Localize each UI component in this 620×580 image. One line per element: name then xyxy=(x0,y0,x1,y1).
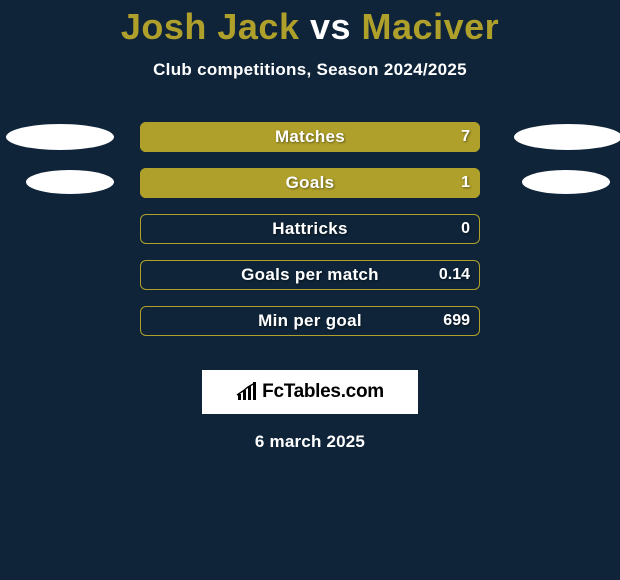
logo-text: FcTables.com xyxy=(262,381,384,403)
accent-ellipse-left xyxy=(26,170,114,194)
stat-value: 1 xyxy=(461,174,470,192)
stat-row: Matches 7 xyxy=(0,122,620,168)
stat-label: Goals xyxy=(286,173,335,193)
subtitle: Club competitions, Season 2024/2025 xyxy=(0,60,620,80)
stat-row: Min per goal 699 xyxy=(0,306,620,352)
stat-rows: Matches 7 Goals 1 Hattricks 0 Goals per match 0… xyxy=(0,122,620,352)
stat-bar: Hattricks 0 xyxy=(140,214,480,244)
logo-box[interactable]: FcTables.com xyxy=(202,370,418,414)
infographic-container: Josh Jack vs Maciver Club competitions, … xyxy=(0,0,620,580)
stat-bar: Min per goal 699 xyxy=(140,306,480,336)
stat-value: 7 xyxy=(461,128,470,146)
stat-value: 699 xyxy=(443,312,470,330)
date-text: 6 march 2025 xyxy=(0,432,620,452)
accent-ellipse-right xyxy=(522,170,610,194)
accent-ellipse-left xyxy=(6,124,114,150)
stat-value: 0.14 xyxy=(439,266,470,284)
stat-bar: Matches 7 xyxy=(140,122,480,152)
barchart-icon xyxy=(236,382,258,402)
stat-label: Min per goal xyxy=(258,311,362,331)
stat-bar: Goals per match 0.14 xyxy=(140,260,480,290)
title-player-b: Maciver xyxy=(362,6,500,47)
stat-label: Goals per match xyxy=(241,265,379,285)
stat-row: Hattricks 0 xyxy=(0,214,620,260)
stat-value: 0 xyxy=(461,220,470,238)
stat-label: Matches xyxy=(275,127,345,147)
title-player-a: Josh Jack xyxy=(121,6,300,47)
page-title: Josh Jack vs Maciver xyxy=(0,0,620,48)
title-vs: vs xyxy=(299,6,361,47)
accent-ellipse-right xyxy=(514,124,620,150)
stat-row: Goals per match 0.14 xyxy=(0,260,620,306)
stat-label: Hattricks xyxy=(272,219,347,239)
stat-row: Goals 1 xyxy=(0,168,620,214)
logo-inner: FcTables.com xyxy=(236,381,384,403)
stat-bar: Goals 1 xyxy=(140,168,480,198)
